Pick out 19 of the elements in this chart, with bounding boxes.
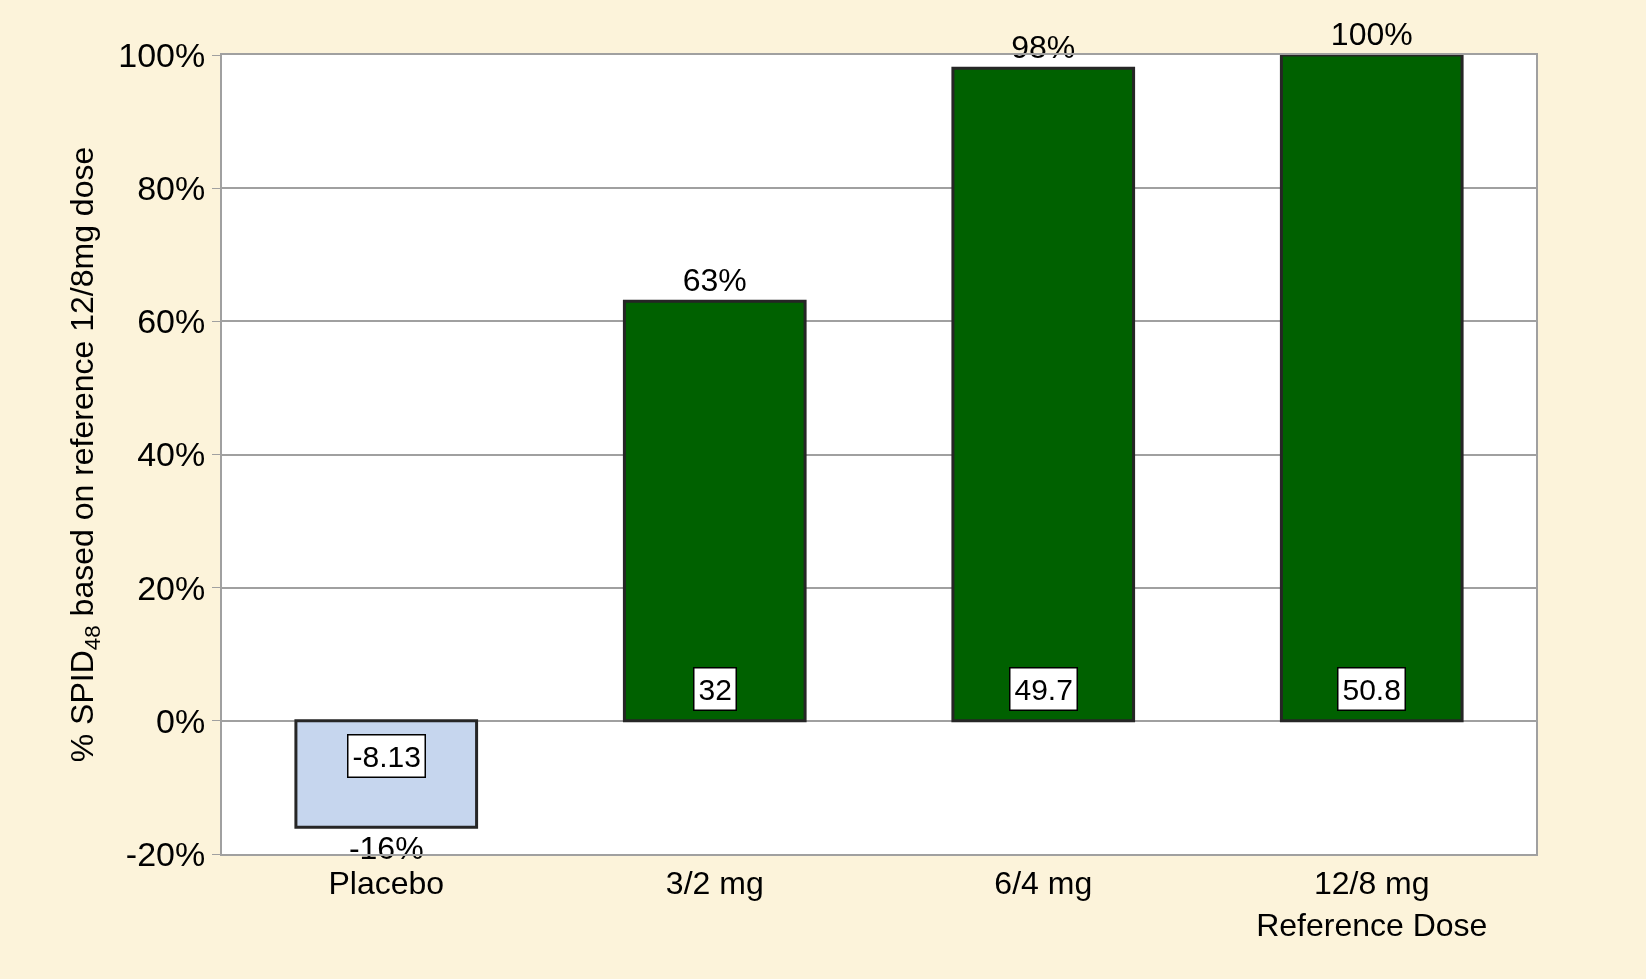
annotation: 32 xyxy=(698,672,732,706)
annotation: 49.7 xyxy=(1014,672,1073,706)
annotation: 50.8 xyxy=(1342,672,1401,706)
x-tick-label: 6/4 mg xyxy=(994,865,1093,902)
bar xyxy=(951,66,1136,723)
y-tick-label: 40% xyxy=(137,435,206,474)
annotation: -8.13 xyxy=(352,739,421,773)
y-tick-label: -20% xyxy=(125,834,206,873)
y-tick-label: 60% xyxy=(137,302,206,341)
y-tick-label: 0% xyxy=(156,701,206,740)
data-label: 63% xyxy=(682,262,747,299)
x-tick-label: 3/2 mg xyxy=(665,865,764,902)
x-tick-label: 12/8 mg Reference Dose xyxy=(1256,865,1488,943)
y-tick-label: 100% xyxy=(118,35,206,74)
bar xyxy=(622,299,807,723)
y-tick-label: 80% xyxy=(137,169,206,208)
data-label: 100% xyxy=(1330,16,1413,52)
y-tick-label: 20% xyxy=(137,568,206,607)
x-tick-label: Placebo xyxy=(328,865,445,902)
